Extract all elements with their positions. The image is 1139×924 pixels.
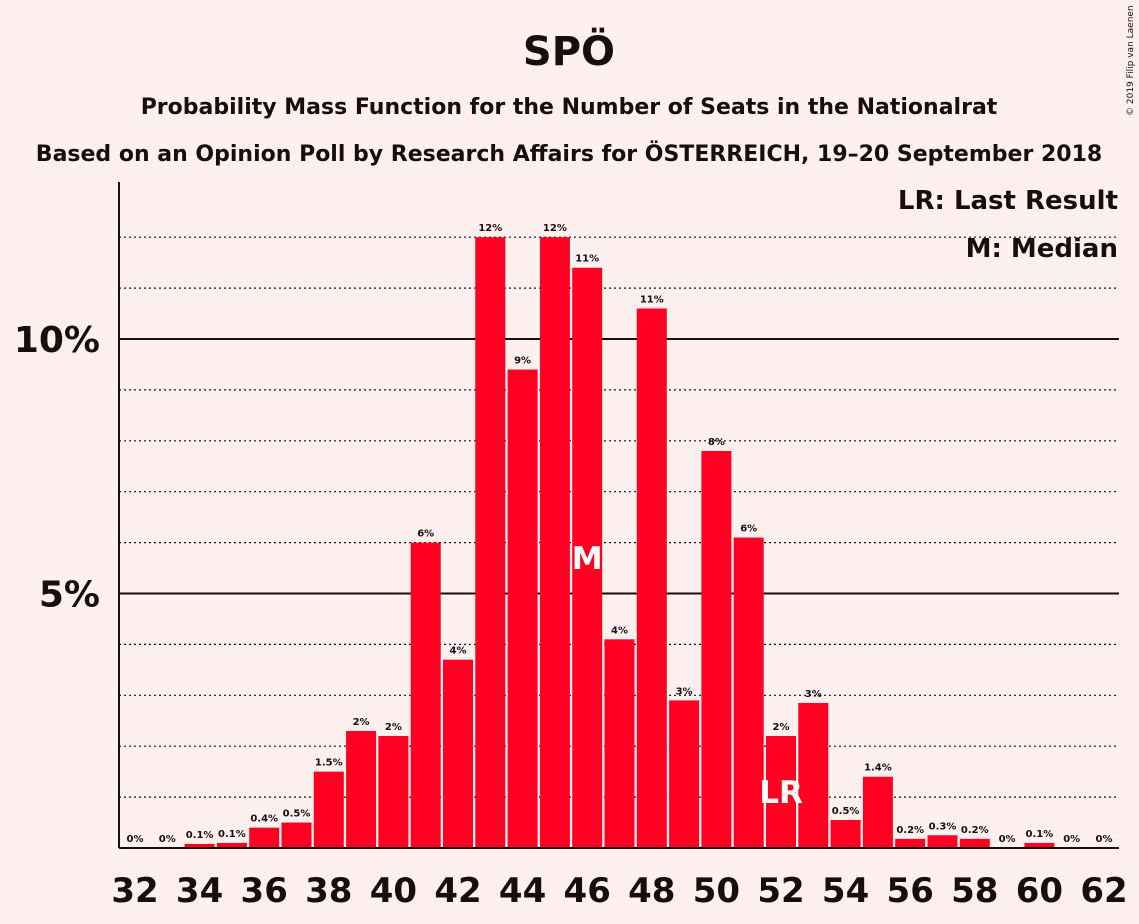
- copyright: © 2019 Filip van Laenen: [1126, 5, 1136, 116]
- x-tick-label: 62: [1080, 871, 1127, 911]
- bar-seat-46: [572, 267, 603, 848]
- legend-median: M: Median: [966, 234, 1118, 264]
- bar-seat-51: [733, 537, 764, 848]
- y-tick-labels: 5% 10%: [14, 320, 100, 616]
- bar-labels: 0% 0% 0.1% 0.1% 0.4% 0.5% 1.5% 2% 2% 6% 4% 12% 9% 12%…: [127, 223, 1113, 845]
- legend-last-result: LR: Last Result: [898, 186, 1118, 216]
- y-tick-label: 5%: [39, 575, 100, 616]
- x-tick-label: 40: [370, 871, 417, 911]
- data-label: 2%: [385, 722, 402, 733]
- bar-seat-42: [443, 659, 473, 848]
- data-label: 0.4%: [250, 814, 278, 825]
- chart-title: SPÖ: [523, 27, 615, 75]
- bar-seat-35: [216, 842, 247, 848]
- y-tick-label: 10%: [14, 320, 100, 361]
- data-label: 12%: [478, 223, 502, 234]
- bar-seat-57: [927, 835, 958, 848]
- data-label: 4%: [611, 625, 628, 636]
- x-tick-label: 56: [887, 871, 934, 911]
- data-label: 8%: [708, 437, 725, 448]
- bar-seat-58: [959, 838, 990, 848]
- markers: M LR: [572, 541, 803, 811]
- x-tick-label: 38: [305, 871, 352, 911]
- bar-seat-41: [410, 542, 441, 848]
- bar-seat-56: [895, 838, 926, 848]
- x-tick-label: 34: [176, 871, 223, 911]
- bar-seat-52: [766, 736, 796, 848]
- x-tick-label: 54: [822, 871, 869, 911]
- data-label: 9%: [514, 356, 531, 367]
- data-label: 1.5%: [315, 758, 343, 769]
- bar-seat-53: [798, 702, 829, 848]
- data-label: 6%: [417, 529, 434, 540]
- x-tick-label: 48: [628, 871, 675, 911]
- bars: [184, 237, 1055, 849]
- x-tick-label: 58: [951, 871, 998, 911]
- bar-seat-38: [313, 771, 344, 848]
- data-label: 0.2%: [896, 825, 924, 836]
- data-label: 0%: [1063, 834, 1080, 845]
- bar-seat-45: [539, 237, 570, 848]
- bar-seat-49: [669, 700, 700, 848]
- x-tick-label: 50: [693, 871, 740, 911]
- x-tick-label: 32: [111, 871, 158, 911]
- data-label: 0.2%: [961, 825, 989, 836]
- bar-seat-54: [830, 820, 861, 848]
- chart-subtitle: Probability Mass Function for the Number…: [141, 95, 998, 120]
- x-tick-label: 42: [434, 871, 481, 911]
- bar-seat-39: [346, 730, 377, 848]
- data-label: 2%: [773, 722, 790, 733]
- x-tick-label: 60: [1016, 871, 1063, 911]
- bar-seat-50: [701, 450, 732, 848]
- median-marker: M: [572, 541, 603, 577]
- data-label: 6%: [740, 524, 757, 535]
- data-label: 0.5%: [283, 809, 311, 820]
- bar-seat-43: [475, 237, 506, 848]
- bar-seat-47: [604, 639, 635, 848]
- last-result-marker: LR: [759, 775, 803, 811]
- data-label: 0%: [999, 834, 1016, 845]
- data-label: 3%: [676, 686, 693, 697]
- data-label: 11%: [575, 254, 599, 265]
- bar-seat-44: [507, 369, 538, 848]
- bar-seat-55: [862, 776, 893, 848]
- data-label: 1.4%: [864, 763, 892, 774]
- bar-seat-36: [249, 827, 280, 848]
- data-label: 11%: [640, 294, 664, 305]
- x-tick-label: 44: [499, 871, 546, 911]
- data-label: 0.1%: [186, 830, 214, 841]
- x-tick-label: 36: [241, 871, 288, 911]
- data-label: 12%: [543, 223, 567, 234]
- data-label: 0.1%: [218, 829, 246, 840]
- bar-seat-34: [184, 843, 215, 848]
- bar-seat-40: [378, 736, 409, 848]
- data-label: 4%: [450, 646, 467, 657]
- data-label: 0.1%: [1026, 829, 1054, 840]
- data-label: 3%: [805, 689, 822, 700]
- bar-seat-60: [1024, 842, 1055, 848]
- data-label: 0%: [127, 834, 144, 845]
- data-label: 2%: [353, 717, 370, 728]
- data-label: 0%: [1096, 834, 1113, 845]
- data-label: 0.3%: [929, 821, 957, 832]
- x-tick-label: 46: [564, 871, 611, 911]
- bar-seat-37: [281, 822, 312, 848]
- bar-seat-48: [636, 308, 667, 849]
- data-label: 0.5%: [832, 806, 860, 817]
- x-tick-labels: 32 34 36 38 40 42 44 46 48 50 52 54 56 58 60 62: [111, 871, 1127, 911]
- chart-subtitle-2: Based on an Opinion Poll by Research Aff…: [36, 141, 1102, 167]
- x-tick-label: 52: [757, 871, 804, 911]
- data-label: 0%: [159, 834, 176, 845]
